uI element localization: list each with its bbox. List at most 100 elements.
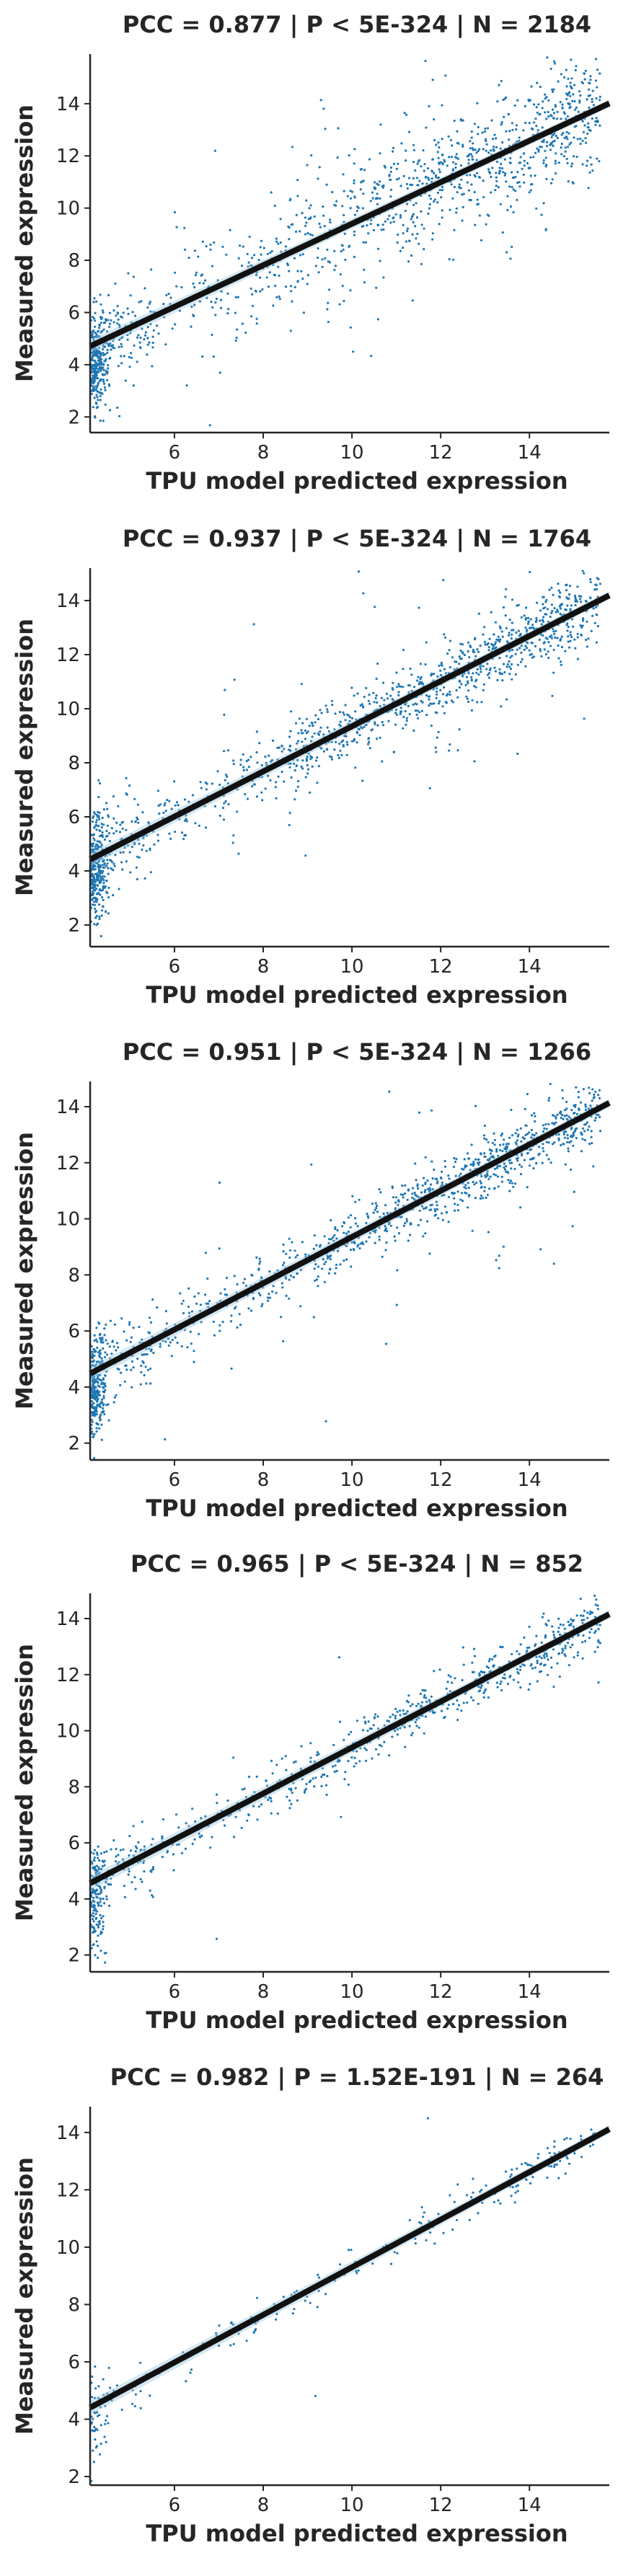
data-point xyxy=(96,396,99,399)
data-point xyxy=(552,627,555,631)
data-point xyxy=(324,257,327,260)
data-point xyxy=(421,701,424,704)
data-point xyxy=(550,1666,553,1669)
data-point xyxy=(134,314,137,317)
data-point xyxy=(104,1385,107,1388)
data-point xyxy=(438,702,441,705)
data-point xyxy=(422,1235,425,1238)
data-point xyxy=(112,309,115,312)
data-point xyxy=(183,248,187,251)
data-point xyxy=(498,657,501,660)
data-point xyxy=(508,161,511,164)
data-point xyxy=(276,746,279,749)
data-point xyxy=(241,265,244,267)
data-point xyxy=(436,191,440,195)
data-point xyxy=(433,1168,436,1171)
data-point xyxy=(296,195,299,198)
data-point xyxy=(399,1714,402,1717)
data-point xyxy=(255,795,258,798)
data-point xyxy=(224,779,226,782)
data-point xyxy=(589,577,592,581)
data-point xyxy=(162,811,165,814)
data-point xyxy=(270,249,273,253)
data-point xyxy=(91,1420,94,1423)
data-point xyxy=(511,621,513,624)
data-point xyxy=(539,650,542,652)
data-point xyxy=(495,641,498,644)
data-point xyxy=(508,632,511,634)
data-point xyxy=(93,1339,96,1342)
data-point xyxy=(105,1898,108,1900)
data-point xyxy=(447,135,450,138)
data-point xyxy=(449,694,451,696)
data-point xyxy=(545,1655,549,1657)
data-point xyxy=(95,813,98,816)
data-point xyxy=(418,1111,421,1114)
data-point xyxy=(570,1134,573,1137)
data-point xyxy=(558,1676,561,1678)
data-point xyxy=(328,288,331,291)
data-point xyxy=(554,172,557,175)
data-point xyxy=(453,1192,456,1195)
data-point xyxy=(102,380,105,383)
data-point xyxy=(565,157,568,160)
data-point xyxy=(354,766,357,769)
data-point xyxy=(460,119,463,122)
data-point xyxy=(221,245,224,248)
data-point xyxy=(441,104,443,107)
data-point xyxy=(277,242,280,245)
y-tick-label: 4 xyxy=(68,861,80,882)
data-point xyxy=(511,633,513,636)
data-point xyxy=(520,651,523,655)
data-point xyxy=(505,1151,508,1154)
data-point xyxy=(369,223,372,226)
data-point xyxy=(440,663,443,666)
data-point xyxy=(399,1193,402,1196)
data-point xyxy=(516,1139,519,1142)
data-point xyxy=(411,216,414,218)
data-point xyxy=(452,1703,455,1706)
data-point xyxy=(420,1218,423,1221)
data-point xyxy=(523,1664,526,1667)
data-point xyxy=(544,652,548,656)
data-point xyxy=(507,634,511,637)
data-point xyxy=(491,1141,494,1144)
data-point xyxy=(145,849,148,852)
data-point xyxy=(519,660,523,663)
data-point xyxy=(353,255,355,258)
data-point xyxy=(103,1413,106,1416)
data-point xyxy=(91,1400,94,1403)
data-point xyxy=(187,1287,190,1290)
data-point xyxy=(92,923,96,926)
data-point xyxy=(347,1216,350,1219)
data-point xyxy=(281,1282,283,1285)
data-point xyxy=(97,371,100,373)
data-point xyxy=(528,1625,531,1629)
data-point xyxy=(503,1673,506,1676)
data-point xyxy=(404,1745,407,1748)
data-point xyxy=(570,58,573,61)
data-point xyxy=(282,1243,285,1246)
data-point xyxy=(100,360,103,363)
data-point xyxy=(368,694,371,696)
data-point xyxy=(376,318,380,321)
data-point xyxy=(104,911,107,913)
data-point xyxy=(347,1230,350,1233)
data-point xyxy=(414,1721,417,1724)
data-point xyxy=(260,763,263,767)
data-point xyxy=(421,1184,424,1187)
data-point xyxy=(500,1132,504,1136)
data-point xyxy=(570,1140,573,1143)
data-point xyxy=(225,253,228,256)
data-point xyxy=(339,720,342,723)
data-point xyxy=(118,888,120,890)
data-point xyxy=(92,363,95,366)
data-point xyxy=(94,1913,97,1916)
data-point xyxy=(425,126,428,129)
data-point xyxy=(288,1278,291,1281)
data-point xyxy=(559,591,562,594)
data-point xyxy=(469,645,472,649)
data-point xyxy=(107,383,110,386)
data-point xyxy=(92,820,94,823)
data-point xyxy=(499,638,502,641)
